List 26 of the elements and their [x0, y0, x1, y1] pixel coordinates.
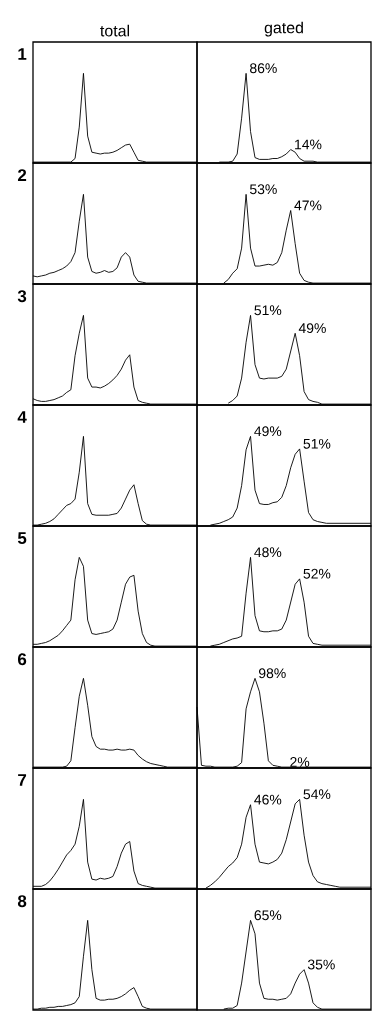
y-axis-title: 8	[17, 895, 27, 908]
text: 86%	[250, 63, 277, 74]
annotation: 51%	[303, 438, 331, 449]
text: 49%	[254, 426, 282, 437]
annotation: 2%	[290, 757, 310, 767]
y-axis-title: 7	[18, 774, 27, 786]
text: 53%	[249, 184, 277, 195]
y-axis-title: 1	[18, 48, 27, 60]
annotation: 35%	[307, 959, 335, 970]
annotation: 49%	[298, 323, 326, 334]
text: 65%	[254, 910, 282, 921]
text: 54%	[303, 789, 331, 800]
y-axis-title: 5	[17, 532, 27, 545]
y-axis-title: 3	[17, 290, 27, 303]
text: 51%	[254, 305, 282, 316]
annotation: 52%	[303, 568, 331, 579]
chart-title: gated	[264, 21, 303, 37]
chart-title: total	[100, 24, 129, 37]
text: 48%	[254, 547, 282, 558]
annotation: 46%	[254, 794, 282, 805]
annotation: 47%	[294, 200, 322, 211]
annotation: 14%	[295, 139, 322, 150]
text: 98%	[258, 668, 286, 679]
y-axis-title: 4	[17, 411, 27, 423]
y-axis-title: 2	[17, 169, 27, 182]
y-axis-title: 6	[18, 653, 27, 666]
